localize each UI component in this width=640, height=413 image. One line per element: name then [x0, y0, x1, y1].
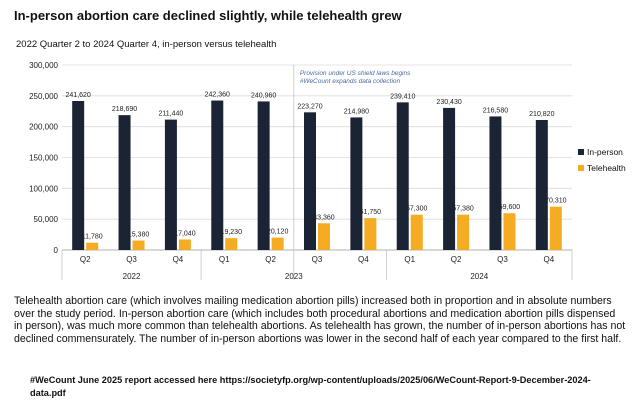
data-label-telehealth: 59,600 — [499, 204, 521, 211]
bar-in-person — [443, 107, 456, 250]
data-label-in-person: 210,820 — [529, 111, 554, 118]
y-tick-label: 300,000 — [29, 61, 58, 70]
data-label-in-person: 230,430 — [436, 99, 461, 106]
bar-telehealth — [318, 223, 330, 250]
data-label-telehealth: 15,380 — [128, 232, 150, 239]
y-tick-label: 100,000 — [29, 184, 58, 193]
bar-in-person — [350, 117, 363, 250]
bar-telehealth — [503, 213, 516, 250]
data-label-telehealth: 57,300 — [406, 206, 428, 213]
y-tick-label: 0 — [54, 246, 59, 255]
data-label-telehealth: 19,230 — [221, 229, 243, 236]
x-tick-label: Q2 — [80, 255, 91, 264]
bar-chart: 0 50,000 100,000 150,000 200,000 250,000 300,0… — [29, 61, 626, 281]
bar-telehealth — [549, 206, 562, 250]
data-label-telehealth: 57,380 — [452, 206, 474, 213]
data-label-in-person: 216,580 — [483, 107, 508, 114]
data-label-telehealth: 17,040 — [174, 230, 196, 237]
x-tick-label: Q4 — [173, 255, 184, 264]
x-tick-label: Q4 — [543, 255, 554, 264]
data-label-in-person: 214,980 — [344, 108, 369, 115]
data-label-telehealth: 11,780 — [82, 234, 103, 241]
x-tick-label: Q3 — [312, 255, 323, 264]
bar-telehealth — [410, 214, 423, 250]
data-label-in-person: 211,440 — [159, 111, 184, 118]
annotation-text: Provision under US shield laws begins — [300, 70, 411, 77]
legend-swatch-telehealth — [578, 165, 584, 171]
chart-subtitle: 2022 Quarter 2 to 2024 Quarter 4, in-per… — [16, 39, 277, 50]
bar-telehealth — [86, 242, 99, 250]
bar-in-person — [396, 102, 409, 250]
x-group-label: 2024 — [470, 272, 488, 281]
x-tick-label: Q3 — [497, 255, 508, 264]
bar-in-person — [535, 119, 548, 251]
bar-in-person — [72, 101, 85, 250]
bar-in-person — [211, 100, 224, 250]
bar-in-person — [164, 119, 177, 250]
bar-telehealth — [364, 218, 377, 250]
x-tick-label: Q1 — [404, 255, 415, 264]
y-tick-label: 50,000 — [34, 215, 59, 224]
description-paragraph: Telehealth abortion care (which involves… — [14, 295, 626, 345]
data-label-in-person: 242,360 — [205, 92, 230, 99]
data-label-in-person: 223,270 — [297, 103, 322, 110]
x-group-label: 2022 — [123, 272, 141, 281]
data-label-in-person: 239,410 — [390, 93, 415, 100]
x-tick-label: Q4 — [358, 255, 369, 264]
x-tick-label: Q3 — [126, 255, 137, 264]
annotation-text: #WeCount expands data collection — [300, 78, 401, 85]
chart-title: In-person abortion care declined slightl… — [14, 8, 402, 23]
bar-telehealth — [225, 238, 238, 250]
data-label-telehealth: 70,310 — [545, 198, 567, 205]
bar-in-person — [118, 115, 131, 250]
bar-telehealth — [271, 237, 284, 250]
y-tick-label: 150,000 — [29, 154, 58, 163]
data-label-telehealth: 20,120 — [267, 229, 289, 236]
bar-telehealth — [457, 214, 470, 250]
bar-telehealth — [178, 239, 191, 250]
x-tick-label: Q1 — [219, 255, 230, 264]
data-label-telehealth: 43,360 — [313, 214, 335, 221]
bar-telehealth — [132, 240, 145, 250]
legend-swatch-in-person — [578, 149, 584, 155]
y-tick-label: 200,000 — [29, 123, 58, 132]
data-label-telehealth: 51,750 — [360, 209, 382, 216]
x-tick-label: Q2 — [451, 255, 462, 264]
x-group-label: 2023 — [285, 272, 303, 281]
bar-in-person — [489, 116, 502, 250]
y-tick-label: 250,000 — [29, 92, 58, 101]
legend-label-telehealth: Telehealth — [587, 163, 626, 173]
bar-in-person — [257, 101, 270, 250]
x-tick-label: Q2 — [265, 255, 276, 264]
source-note: #WeCount June 2025 report accessed here … — [30, 375, 591, 398]
bar-in-person — [304, 112, 316, 250]
data-label-in-person: 241,620 — [66, 92, 91, 99]
legend-label-in-person: In-person — [587, 147, 623, 157]
data-label-in-person: 240,960 — [251, 92, 276, 99]
data-label-in-person: 218,690 — [112, 106, 137, 113]
